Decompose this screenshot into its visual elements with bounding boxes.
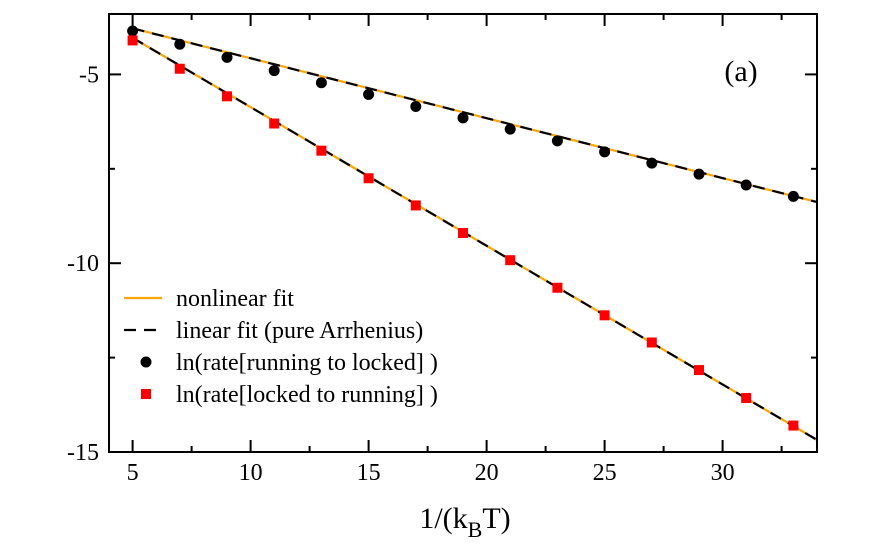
- running-to-locked-point: [693, 168, 705, 180]
- legend: nonlinear fit linear fit (pure Arrhenius)…: [124, 286, 438, 408]
- x-axis-label: 1/(kBT): [419, 502, 510, 542]
- locked-to-running-point: [269, 118, 280, 129]
- locked-to-running-point: [788, 420, 799, 431]
- running-to-locked-point: [315, 77, 327, 89]
- y-tick-label: -5: [79, 62, 99, 88]
- x-tick-label: 10: [239, 460, 263, 486]
- running-to-locked-point: [504, 123, 516, 135]
- running-to-locked-point: [127, 25, 139, 37]
- tick-labels: 5 10 15 20 25 30 -5 -10 -15: [67, 62, 735, 486]
- x-axis-label-end: T): [482, 502, 510, 535]
- x-tick-label: 20: [475, 460, 499, 486]
- legend-circle-icon: [140, 356, 152, 368]
- linear-fit-line: [132, 27, 817, 204]
- x-tick-label: 15: [357, 460, 381, 486]
- running-to-locked-point: [551, 135, 563, 147]
- locked-to-running-point: [646, 337, 657, 348]
- data-points: [127, 25, 799, 431]
- running-to-locked-point: [174, 38, 186, 50]
- x-axis-label-subscript: B: [468, 517, 483, 542]
- locked-to-running-point: [222, 91, 232, 102]
- running-to-locked-point: [787, 190, 799, 202]
- locked-to-running-point: [127, 35, 138, 46]
- x-tick-label: 25: [593, 460, 617, 486]
- panel-label: (a): [724, 55, 757, 88]
- legend-square-icon: [141, 389, 151, 399]
- fit-lines: [132, 27, 817, 441]
- running-to-locked-point: [457, 112, 469, 124]
- locked-to-running-point: [741, 393, 752, 404]
- running-to-locked-point: [599, 146, 611, 158]
- locked-to-running-point: [363, 173, 374, 184]
- linear-fit-line: [132, 36, 817, 441]
- y-tick-label: -10: [67, 251, 99, 277]
- running-to-locked-point: [268, 65, 280, 77]
- locked-to-running-point: [505, 255, 516, 266]
- legend-label: ln(rate[running to locked] ): [176, 350, 438, 376]
- running-to-locked-point: [363, 88, 375, 100]
- running-to-locked-point: [740, 179, 752, 191]
- running-to-locked-point: [410, 101, 422, 113]
- y-tick-label: -15: [67, 440, 99, 466]
- legend-label: linear fit (pure Arrhenius): [176, 318, 423, 344]
- running-to-locked-point: [646, 157, 658, 169]
- running-to-locked-point: [221, 51, 233, 63]
- x-axis-label-main: 1/(k: [419, 502, 467, 535]
- x-tick-label: 30: [711, 460, 735, 486]
- legend-label: ln(rate[locked to running] ): [176, 382, 438, 408]
- locked-to-running-point: [316, 145, 327, 156]
- locked-to-running-point: [599, 310, 610, 321]
- locked-to-running-point: [552, 282, 563, 293]
- locked-to-running-point: [410, 200, 421, 211]
- legend-label: nonlinear fit: [176, 286, 294, 312]
- locked-to-running-point: [694, 365, 704, 376]
- plot-frame: [108, 13, 818, 453]
- locked-to-running-point: [458, 228, 468, 238]
- locked-to-running-point: [174, 63, 185, 74]
- x-tick-label: 5: [127, 460, 139, 486]
